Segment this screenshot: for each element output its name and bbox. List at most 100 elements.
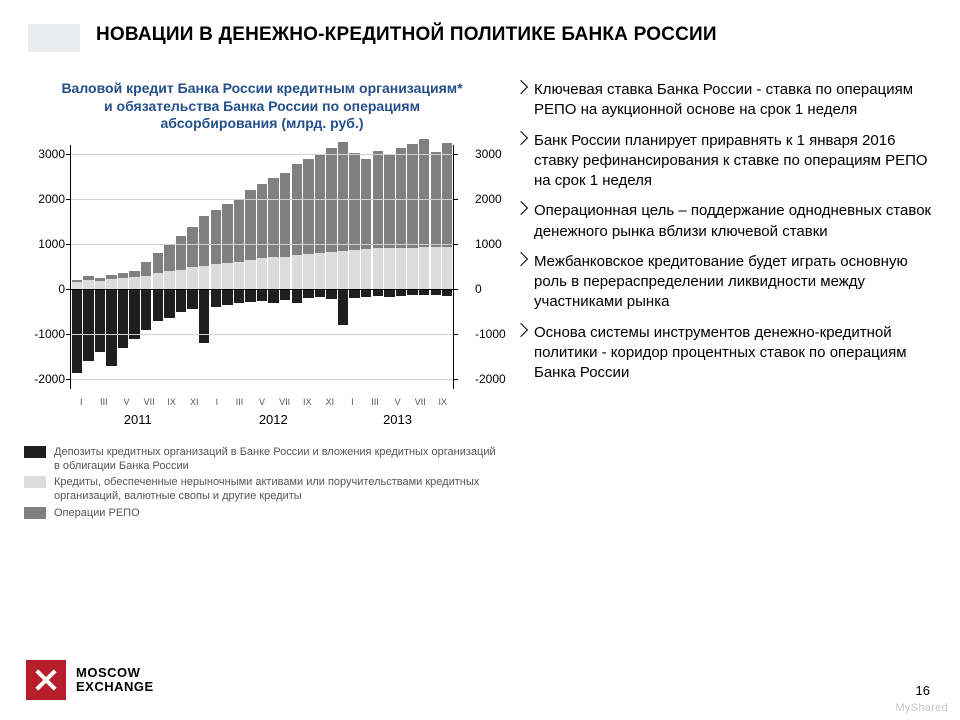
logo: MOSCOW EXCHANGE: [26, 660, 154, 700]
content-row: Валовой кредит Банка России кредитным ор…: [0, 52, 960, 522]
title-bar: НОВАЦИИ В ДЕНЕЖНО-КРЕДИТНОЙ ПОЛИТИКЕ БАН…: [0, 0, 960, 52]
chart-box: -2000-2000-1000-100000100010002000200030…: [26, 139, 498, 439]
legend-text: Депозиты кредитных организаций в Банке Р…: [54, 445, 500, 474]
bar-column: [233, 145, 245, 389]
bar-column: [303, 145, 315, 389]
month-label: XI: [183, 397, 206, 407]
month-label: III: [93, 397, 116, 407]
plot-area: -2000-2000-1000-100000100010002000200030…: [70, 145, 454, 389]
bar-column: [407, 145, 419, 389]
month-label: IX: [296, 397, 319, 407]
month-label: V: [251, 397, 274, 407]
legend-text: Операции РЕПО: [54, 506, 140, 520]
page-title: НОВАЦИИ В ДЕНЕЖНО-КРЕДИТНОЙ ПОЛИТИКЕ БАН…: [96, 24, 717, 46]
ytick-label: 1000: [25, 237, 65, 251]
ytick-label: -1000: [459, 327, 499, 341]
legend-swatch: [24, 446, 46, 458]
bullet-list: Ключевая ставка Банка России - ставка по…: [516, 80, 934, 383]
chart-title: Валовой кредит Банка России кредитным ор…: [24, 80, 500, 133]
bullet-item: Межбанковское кредитование будет играть …: [516, 252, 934, 313]
bar-column: [198, 145, 210, 389]
legend-item: Депозиты кредитных организаций в Банке Р…: [24, 445, 500, 474]
bar-column: [106, 145, 118, 389]
bar-column: [256, 145, 268, 389]
bar-column: [187, 145, 199, 389]
year-label: 2013: [341, 412, 454, 427]
ytick-label: 2000: [25, 192, 65, 206]
chevron-icon: [514, 201, 528, 215]
year-label: 2011: [70, 412, 206, 427]
slide: НОВАЦИИ В ДЕНЕЖНО-КРЕДИТНОЙ ПОЛИТИКЕ БАН…: [0, 0, 960, 720]
bullet-panel: Ключевая ставка Банка России - ставка по…: [500, 80, 934, 522]
ytick-label: -2000: [459, 372, 499, 386]
bar-column: [349, 145, 361, 389]
month-label: IX: [432, 397, 455, 407]
bar-column: [418, 145, 430, 389]
month-label: I: [206, 397, 229, 407]
bar-column: [395, 145, 407, 389]
bar-column: [94, 145, 106, 389]
legend-item: Операции РЕПО: [24, 506, 500, 520]
year-label: 2012: [206, 412, 342, 427]
title-accent-block: [28, 24, 80, 52]
bar-column: [442, 145, 454, 389]
ytick-label: -2000: [25, 372, 65, 386]
xaxis-months: IIIIVVIIIXXIIIIIVVIIIXXIIIIIVVIIIX: [70, 397, 454, 407]
ytick-label: 0: [25, 282, 65, 296]
month-label: V: [115, 397, 138, 407]
month-label: IX: [160, 397, 183, 407]
bar-column: [117, 145, 129, 389]
ytick-label: 2000: [459, 192, 499, 206]
ytick-label: 0: [459, 282, 499, 296]
bar-column: [279, 145, 291, 389]
bullet-text: Основа системы инструментов денежно-кред…: [534, 324, 907, 382]
bullet-text: Межбанковское кредитование будет играть …: [534, 253, 908, 311]
bar-column: [175, 145, 187, 389]
chart-title-line: и обязательства Банка России по операция…: [24, 98, 500, 116]
bullet-text: Банк России планирует приравнять к 1 янв…: [534, 132, 928, 190]
bar-column: [164, 145, 176, 389]
bar-column: [360, 145, 372, 389]
logo-icon: [26, 660, 66, 700]
bullet-text: Ключевая ставка Банка России - ставка по…: [534, 81, 913, 118]
chevron-icon: [514, 80, 528, 94]
ytick-label: 3000: [25, 147, 65, 161]
bar-column: [372, 145, 384, 389]
chart-legend: Депозиты кредитных организаций в Банке Р…: [24, 445, 500, 520]
xaxis-years: 201120122013: [70, 412, 454, 427]
bar-column: [245, 145, 257, 389]
logo-line1: MOSCOW: [76, 666, 154, 680]
legend-swatch: [24, 507, 46, 519]
bar-column: [268, 145, 280, 389]
month-label: I: [341, 397, 364, 407]
bar-column: [337, 145, 349, 389]
month-label: III: [228, 397, 251, 407]
logo-line2: EXCHANGE: [76, 680, 154, 694]
bar-column: [152, 145, 164, 389]
bar-column: [83, 145, 95, 389]
bullet-item: Операционная цель – поддержание одноднев…: [516, 201, 934, 242]
month-label: XI: [319, 397, 342, 407]
bar-column: [140, 145, 152, 389]
month-label: III: [364, 397, 387, 407]
month-label: VII: [409, 397, 432, 407]
bar-column: [326, 145, 338, 389]
ytick-label: 3000: [459, 147, 499, 161]
bars-container: [71, 145, 453, 389]
bar-column: [210, 145, 222, 389]
month-label: VII: [273, 397, 296, 407]
bullet-item: Основа системы инструментов денежно-кред…: [516, 323, 934, 384]
legend-text: Кредиты, обеспеченные нерыночными актива…: [54, 475, 500, 504]
bar-column: [71, 145, 83, 389]
bar-column: [384, 145, 396, 389]
page-number: 16: [916, 683, 930, 698]
watermark: MyShared: [895, 702, 948, 714]
month-label: I: [70, 397, 93, 407]
bar-column: [314, 145, 326, 389]
legend-swatch: [24, 476, 46, 488]
logo-text: MOSCOW EXCHANGE: [76, 666, 154, 693]
chevron-icon: [514, 322, 528, 336]
legend-item: Кредиты, обеспеченные нерыночными актива…: [24, 475, 500, 504]
bar-column: [129, 145, 141, 389]
bar-column: [222, 145, 234, 389]
